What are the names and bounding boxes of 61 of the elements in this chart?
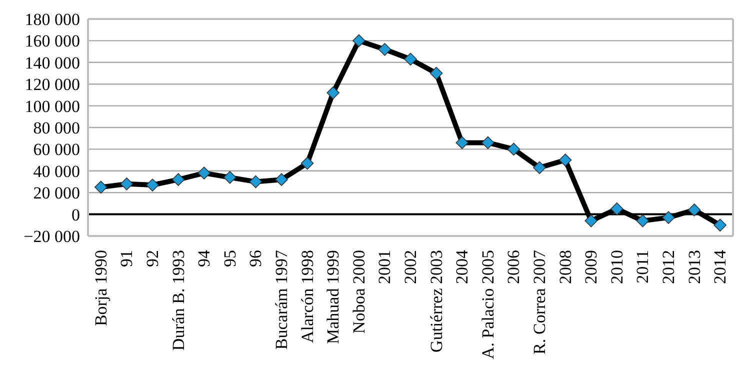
x-tick-label: 94 <box>194 250 214 267</box>
point <box>456 136 468 150</box>
point <box>352 34 366 48</box>
point <box>482 136 494 150</box>
point <box>378 42 392 56</box>
x-tick-label: Gutiérrez 2003 <box>426 250 446 352</box>
x-tick-label: Noboa 2000 <box>349 250 368 334</box>
point <box>224 171 236 184</box>
x-tick-label: Mahuad 1999 <box>324 250 343 344</box>
x-tick-label: 2009 <box>582 250 601 284</box>
x-tick-label: 2010 <box>607 250 626 284</box>
point <box>172 173 185 186</box>
point <box>430 66 443 80</box>
point <box>636 214 650 228</box>
point <box>275 173 288 186</box>
point <box>688 204 701 216</box>
point <box>249 175 262 188</box>
point <box>558 154 572 166</box>
point <box>198 166 210 180</box>
point <box>662 211 675 224</box>
y-tick-label: −20 000 <box>24 227 80 246</box>
y-tick-label: 120 000 <box>24 75 80 94</box>
x-tick-label: 2014 <box>710 250 730 284</box>
point <box>714 218 726 232</box>
x-tick-label: Borja 1990 <box>91 250 110 326</box>
x-tick-label: 91 <box>117 250 136 267</box>
y-tick-label: 140 000 <box>24 53 80 72</box>
y-tick-label: 0 <box>72 205 80 224</box>
point <box>533 161 546 174</box>
x-tick-label: 95 <box>220 250 240 267</box>
x-tick-label: 92 <box>143 250 162 267</box>
point <box>120 178 134 190</box>
x-tick-label: Bucarám 1997 <box>272 250 291 350</box>
point <box>326 86 340 100</box>
x-tick-label: Durán B. 1993 <box>168 250 188 351</box>
x-tick-label: 2006 <box>504 250 524 284</box>
x-tick-label: A. Palacio 2005 <box>478 250 498 360</box>
x-tick-label: Alarcón 1998 <box>298 250 317 344</box>
point <box>94 180 108 194</box>
x-tick-label: 2002 <box>401 250 420 284</box>
x-tick-label: R. Correa 2007 <box>530 250 549 354</box>
y-tick-label: 80 000 <box>33 118 80 138</box>
x-tick-label: 2004 <box>452 250 472 284</box>
y-tick-label: 40 000 <box>33 162 80 181</box>
point <box>404 52 417 66</box>
point <box>610 202 624 216</box>
x-tick-label: 2001 <box>375 250 394 284</box>
x-tick-label: 96 <box>246 250 266 267</box>
y-tick-label: 180 000 <box>24 10 80 30</box>
y-tick-label: 100 000 <box>24 96 80 116</box>
point <box>507 142 520 156</box>
y-tick-label: 60 000 <box>33 140 80 160</box>
point <box>146 178 159 192</box>
point <box>300 156 314 170</box>
y-tick-label: 20 000 <box>33 184 80 203</box>
x-tick-label: 2008 <box>556 250 575 284</box>
x-tick-label: 2012 <box>659 250 678 284</box>
x-tick-label: 2011 <box>633 250 652 284</box>
x-tick-label: 2013 <box>684 250 704 284</box>
point <box>584 214 598 228</box>
y-tick-label: 160 000 <box>24 32 80 51</box>
